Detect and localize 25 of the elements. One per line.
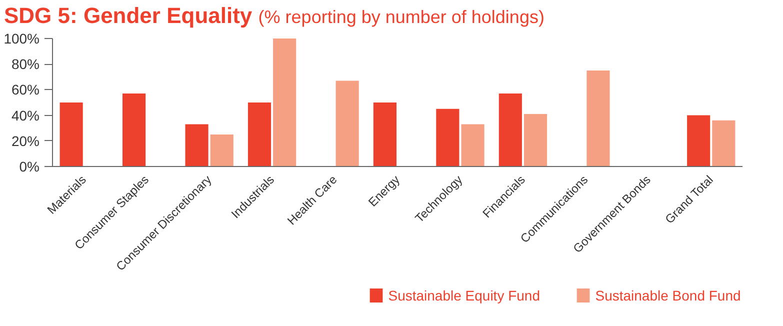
bar	[436, 108, 460, 166]
chart-subtitle: (% reporting by number of holdings)	[258, 7, 544, 27]
y-tick-label: 80%	[11, 56, 40, 72]
bar	[712, 120, 736, 166]
y-tick-label: 20%	[11, 132, 40, 149]
bar	[498, 94, 522, 166]
y-tick-label: 60%	[11, 82, 40, 98]
bar	[185, 124, 208, 166]
bar	[336, 80, 359, 166]
bar	[687, 115, 710, 166]
bar	[248, 102, 272, 166]
bar	[373, 102, 396, 166]
y-tick-label: 40%	[11, 107, 40, 124]
legend-label: Sustainable Equity Fund	[388, 288, 540, 304]
bar	[210, 134, 234, 166]
chart-title: SDG 5: Gender Equality	[4, 3, 252, 28]
bar	[273, 38, 296, 166]
bar	[586, 70, 610, 166]
bar	[461, 124, 484, 166]
bar	[60, 102, 83, 166]
y-tick-label: 0%	[19, 158, 40, 174]
bar	[524, 114, 548, 166]
bar	[122, 94, 146, 166]
y-tick-label: 100%	[4, 30, 40, 46]
legend-label: Sustainable Bond Fund	[595, 288, 741, 304]
